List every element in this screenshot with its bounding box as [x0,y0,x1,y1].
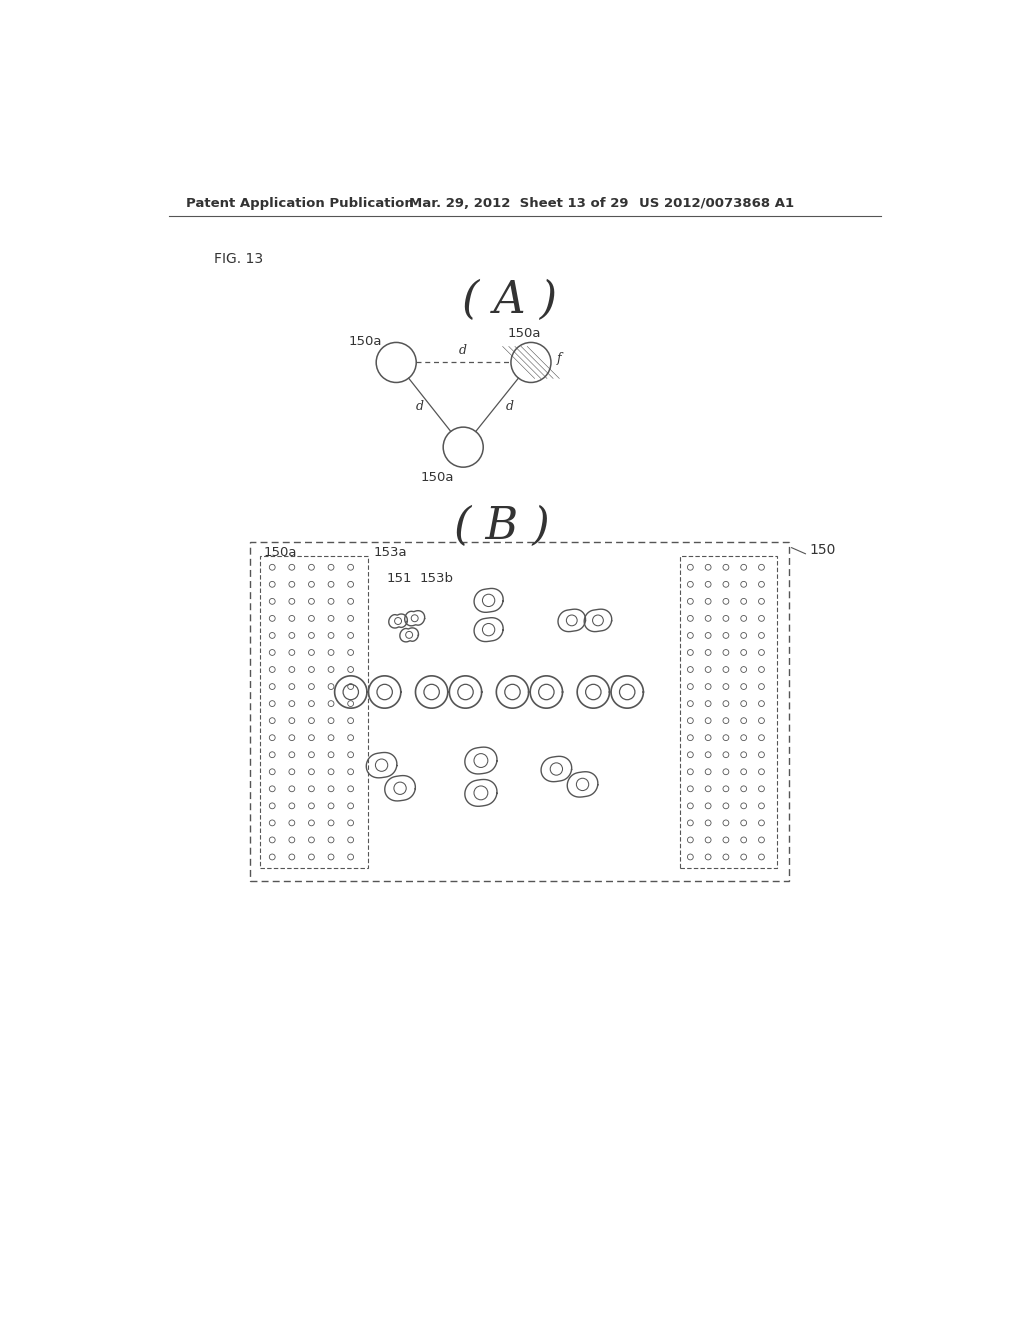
Text: 150: 150 [810,543,836,557]
Text: 151: 151 [386,572,412,585]
Text: 150a: 150a [508,327,542,341]
Text: d: d [459,345,467,358]
Text: d: d [416,400,423,413]
Text: Patent Application Publication: Patent Application Publication [186,197,414,210]
Text: 153b: 153b [419,572,454,585]
Text: FIG. 13: FIG. 13 [214,252,263,265]
Text: 150a: 150a [264,546,297,560]
Bar [250,543,788,880]
Text: ( A ): ( A ) [462,280,557,322]
Bar [260,557,368,869]
Text: f: f [556,352,561,366]
Bar [680,557,777,869]
Text: ( B ): ( B ) [454,504,550,548]
Text: US 2012/0073868 A1: US 2012/0073868 A1 [639,197,794,210]
Text: Mar. 29, 2012  Sheet 13 of 29: Mar. 29, 2012 Sheet 13 of 29 [410,197,629,210]
Text: 150a: 150a [420,471,454,484]
Text: 150a: 150a [348,335,382,348]
Text: 153a: 153a [373,546,407,560]
Text: d: d [506,400,513,413]
